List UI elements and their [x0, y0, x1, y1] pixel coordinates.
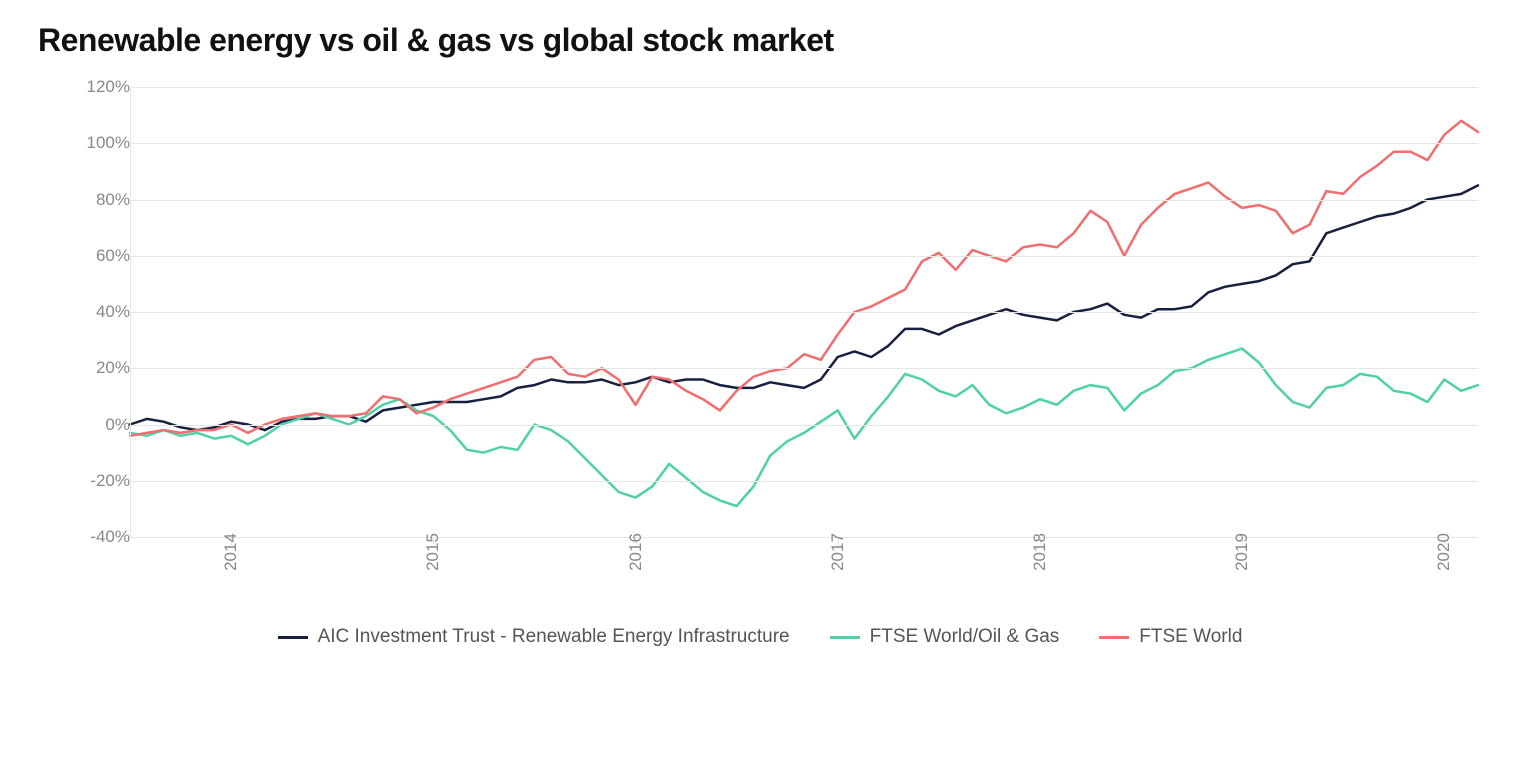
legend-item-world: FTSE World [1099, 626, 1242, 648]
x-axis-label: 2014 [221, 533, 241, 571]
gridline [130, 256, 1478, 257]
chart-title: Renewable energy vs oil & gas vs global … [38, 22, 1496, 59]
gridline [130, 368, 1478, 369]
y-axis-label: 0% [40, 415, 130, 435]
legend-swatch-world [1099, 636, 1129, 639]
y-axis-label: 100% [40, 133, 130, 153]
legend-label-aic: AIC Investment Trust - Renewable Energy … [318, 626, 790, 648]
x-axis-label: 2015 [423, 533, 443, 571]
chart-area: AIC Investment Trust - Renewable Energy … [30, 77, 1490, 657]
gridline [130, 425, 1478, 426]
legend-item-oilgas: FTSE World/Oil & Gas [830, 626, 1060, 648]
x-axis-label: 2020 [1434, 533, 1454, 571]
y-axis-label: 40% [40, 302, 130, 322]
x-axis-label: 2018 [1030, 533, 1050, 571]
y-axis-label: 120% [40, 77, 130, 97]
y-axis-label: -40% [40, 527, 130, 547]
legend-label-oilgas: FTSE World/Oil & Gas [870, 626, 1060, 648]
gridline [130, 481, 1478, 482]
series-line-aic [130, 185, 1478, 430]
gridline [130, 87, 1478, 88]
y-axis-label: 60% [40, 246, 130, 266]
legend-label-world: FTSE World [1139, 626, 1242, 648]
legend: AIC Investment Trust - Renewable Energy … [30, 617, 1490, 657]
legend-swatch-oilgas [830, 636, 860, 639]
legend-swatch-aic [278, 636, 308, 639]
gridline [130, 200, 1478, 201]
y-axis-label: 80% [40, 190, 130, 210]
y-axis-label: 20% [40, 358, 130, 378]
plot [130, 87, 1478, 537]
y-axis-line [130, 87, 131, 537]
x-axis-label: 2016 [626, 533, 646, 571]
y-axis-label: -20% [40, 471, 130, 491]
gridline [130, 143, 1478, 144]
legend-item-aic: AIC Investment Trust - Renewable Energy … [278, 626, 790, 648]
x-axis-label: 2019 [1232, 533, 1252, 571]
x-axis-label: 2017 [828, 533, 848, 571]
series-line-oilgas [130, 349, 1478, 507]
chart-container: Renewable energy vs oil & gas vs global … [0, 0, 1536, 770]
gridline [130, 537, 1478, 538]
gridline [130, 312, 1478, 313]
